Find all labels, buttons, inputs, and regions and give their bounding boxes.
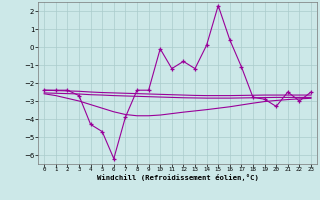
X-axis label: Windchill (Refroidissement éolien,°C): Windchill (Refroidissement éolien,°C) (97, 174, 259, 181)
